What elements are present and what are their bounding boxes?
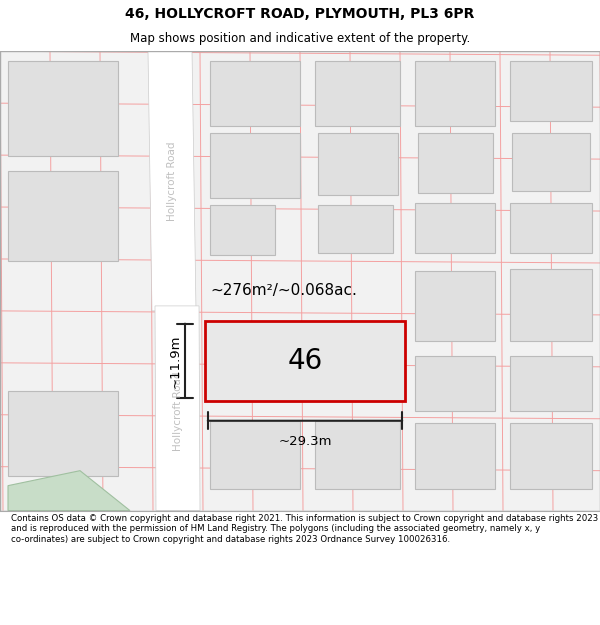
Bar	[510, 422, 592, 489]
Bar	[315, 61, 400, 126]
Bar	[318, 133, 398, 195]
Text: Hollycroft Road: Hollycroft Road	[167, 141, 177, 221]
Bar	[210, 205, 275, 255]
Bar	[8, 391, 118, 476]
Bar	[415, 356, 495, 411]
Polygon shape	[155, 306, 200, 511]
Text: Map shows position and indicative extent of the property.: Map shows position and indicative extent…	[130, 32, 470, 45]
Bar	[415, 422, 495, 489]
Bar	[418, 133, 493, 193]
Bar	[210, 133, 300, 198]
Text: 46: 46	[287, 347, 323, 375]
Polygon shape	[148, 51, 196, 311]
Bar	[510, 269, 592, 341]
Bar	[415, 203, 495, 253]
Text: Hollycroft Road: Hollycroft Road	[173, 371, 183, 451]
Text: Contains OS data © Crown copyright and database right 2021. This information is : Contains OS data © Crown copyright and d…	[11, 514, 598, 544]
Bar	[318, 205, 393, 253]
Bar	[415, 271, 495, 341]
Text: 46, HOLLYCROFT ROAD, PLYMOUTH, PL3 6PR: 46, HOLLYCROFT ROAD, PLYMOUTH, PL3 6PR	[125, 8, 475, 21]
Text: ~276m²/~0.068ac.: ~276m²/~0.068ac.	[210, 283, 357, 298]
Bar	[415, 61, 495, 126]
Text: ~11.9m: ~11.9m	[169, 334, 182, 388]
Bar	[8, 171, 118, 261]
Text: ~29.3m: ~29.3m	[278, 435, 332, 447]
Bar	[315, 421, 400, 489]
Bar	[8, 61, 118, 156]
Polygon shape	[8, 471, 130, 511]
Bar	[510, 356, 592, 411]
Bar	[210, 421, 300, 489]
Bar	[512, 133, 590, 191]
Bar	[510, 61, 592, 121]
Bar	[510, 203, 592, 253]
Bar	[205, 321, 405, 401]
Bar	[210, 61, 300, 126]
